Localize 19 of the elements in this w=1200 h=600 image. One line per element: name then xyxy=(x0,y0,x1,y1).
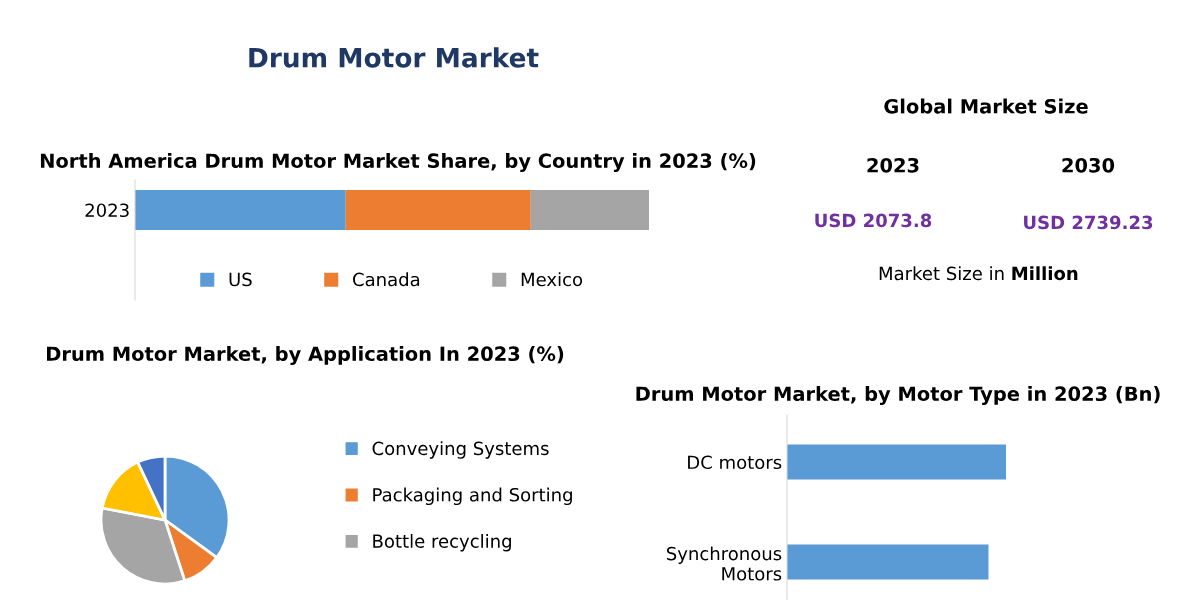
text: Drum Motor Market xyxy=(249,47,539,68)
legend-label: Conveying Systems xyxy=(372,441,549,459)
text: Market Size in xyxy=(879,266,1004,281)
chart-title: North America Drum Motor Market Share, by Country in 2023 (%) xyxy=(40,153,756,172)
text: 2023 xyxy=(867,157,919,173)
legend-label: Packaging and Sorting xyxy=(373,487,572,506)
legend-label: Mexico xyxy=(521,272,583,287)
legend-label: Bottle recycling xyxy=(373,533,511,552)
chart-title: Drum Motor Market, by Application In 2023 (%) xyxy=(46,346,564,365)
text: USD 2739.23 xyxy=(1024,215,1153,230)
text: USD 2073.8 xyxy=(815,213,932,228)
y-tick-label: Synchronous Motors xyxy=(666,546,782,581)
text: 2030 xyxy=(1062,157,1115,173)
text: Global Market Size xyxy=(884,98,1088,114)
text: Million xyxy=(1012,266,1078,281)
legend-label: US xyxy=(229,272,252,287)
chart-title: Drum Motor Market, by Motor Type in 2023 (Bn) xyxy=(636,386,1160,405)
y-tick-label: DC motors xyxy=(688,455,782,470)
legend-label: Canada xyxy=(353,272,420,287)
